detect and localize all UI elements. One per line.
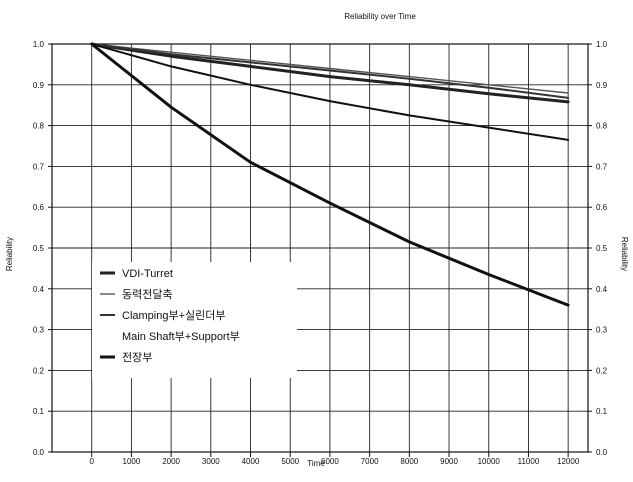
x-tick-label: 8000 (400, 457, 418, 466)
x-tick-label: 0 (89, 457, 94, 466)
y-tick-label-right: 0.9 (596, 81, 608, 90)
legend-item-label: Clamping부+실린더부 (122, 309, 226, 322)
x-tick-label: 4000 (242, 457, 260, 466)
legend-box (92, 262, 297, 378)
y-tick-label-right: 0.7 (596, 162, 608, 171)
x-tick-label: 7000 (361, 457, 379, 466)
series-line (90, 42, 570, 307)
x-tick-label: 3000 (202, 457, 220, 466)
y-tick-label-left: 0.5 (33, 244, 45, 253)
y-tick-label-left: 0.4 (33, 285, 45, 294)
y-tick-label-right: 0.1 (596, 407, 608, 416)
y-tick-label-left: 0.2 (33, 366, 45, 375)
x-tick-label: 1000 (123, 457, 141, 466)
legend-item-label: VDI-Turret (122, 268, 173, 280)
y-tick-label-right: 0.5 (596, 244, 608, 253)
x-tick-label: 5000 (281, 457, 299, 466)
y-tick-label-right: 0.3 (596, 326, 608, 335)
y-tick-label-left: 1.0 (33, 40, 45, 49)
series-line (90, 43, 570, 99)
x-tick-label: 11000 (518, 457, 540, 466)
series-line (90, 43, 569, 94)
chart-title: Reliability over Time (344, 12, 416, 21)
y-tick-label-right: 0.0 (596, 448, 608, 457)
x-tick-label: 12000 (557, 457, 580, 466)
y-tick-label-right: 0.2 (596, 366, 608, 375)
y-tick-label-left: 0.7 (33, 162, 45, 171)
x-tick-label: 6000 (321, 457, 339, 466)
legend-item-label: Main Shaft부+Support부 (122, 330, 240, 343)
y-tick-label-right: 1.0 (596, 40, 608, 49)
x-tick-label: 9000 (440, 457, 458, 466)
x-tick-label: 2000 (162, 457, 180, 466)
legend-item-label: 동력전달축 (122, 288, 173, 301)
y-tick-label-left: 0.3 (33, 326, 45, 335)
y-tick-label-left: 0.1 (33, 407, 45, 416)
x-tick-label: 10000 (478, 457, 501, 466)
y-tick-label-right: 0.4 (596, 285, 608, 294)
y-tick-label-left: 0.8 (33, 122, 45, 131)
y-tick-label-left: 0.6 (33, 203, 45, 212)
y-axis-label-right: Reliability (620, 237, 629, 271)
y-tick-label-left: 0.9 (33, 81, 45, 90)
y-tick-label-right: 0.8 (596, 122, 608, 131)
x-axis-label: Time (307, 459, 325, 468)
y-tick-label-left: 0.0 (33, 448, 45, 457)
y-axis-label-left: Reliability (5, 237, 14, 271)
y-tick-label-right: 0.6 (596, 203, 608, 212)
legend-item-label: 전장부 (122, 351, 152, 364)
series-line (90, 43, 570, 141)
series-line (90, 42, 570, 104)
